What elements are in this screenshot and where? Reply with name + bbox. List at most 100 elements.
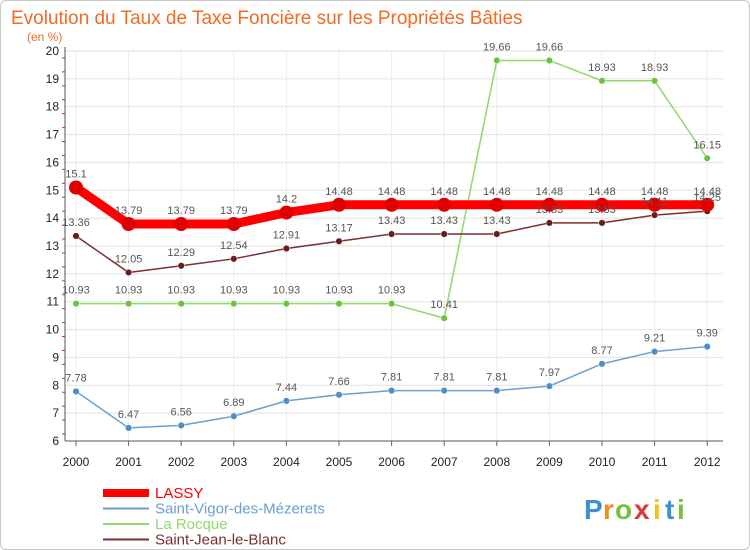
brand-letter: r bbox=[603, 494, 615, 525]
data-label: 12.91 bbox=[273, 230, 301, 242]
y-tick-label: 9 bbox=[52, 350, 59, 364]
y-tick-label: 17 bbox=[46, 128, 60, 142]
data-point bbox=[388, 387, 396, 395]
brand-letter: x bbox=[634, 494, 651, 525]
data-label: 14.48 bbox=[641, 186, 669, 198]
data-label: 7.81 bbox=[433, 372, 454, 384]
x-tick-label: 2007 bbox=[431, 455, 458, 469]
data-label: 13.83 bbox=[588, 204, 616, 216]
x-tick-label: 2001 bbox=[115, 455, 142, 469]
data-label: 13.17 bbox=[325, 222, 353, 234]
data-point bbox=[72, 232, 80, 240]
data-point bbox=[493, 230, 501, 238]
data-label: 13.36 bbox=[62, 217, 90, 229]
data-point bbox=[282, 300, 290, 308]
chart-title: Evolution du Taux de Taxe Foncière sur l… bbox=[11, 8, 523, 29]
data-label: 8.77 bbox=[591, 345, 612, 357]
data-label: 19.66 bbox=[483, 41, 511, 53]
data-point bbox=[335, 391, 343, 399]
data-point bbox=[335, 237, 343, 245]
data-point bbox=[545, 56, 553, 65]
data-label: 13.79 bbox=[167, 205, 195, 217]
data-labels: 7.78 6.47 6.56 6.89 7.44 7.66 7.81 7.81 7.81 7.97… bbox=[62, 41, 721, 420]
data-point bbox=[177, 421, 185, 429]
y-tick-label: 15 bbox=[46, 183, 60, 197]
x-tick-label: 2002 bbox=[168, 455, 195, 469]
data-point bbox=[545, 219, 553, 227]
data-label: 9.39 bbox=[696, 328, 717, 340]
data-label: 14.48 bbox=[536, 186, 564, 198]
y-tick-label: 8 bbox=[52, 378, 59, 392]
data-point bbox=[125, 300, 133, 308]
data-label: 7.97 bbox=[539, 367, 560, 379]
data-point bbox=[121, 216, 136, 231]
y-tick-label: 10 bbox=[46, 323, 60, 337]
x-tick-label: 2010 bbox=[589, 455, 616, 469]
data-point bbox=[174, 216, 189, 231]
data-point bbox=[703, 343, 711, 351]
data-label: 10.93 bbox=[273, 285, 301, 297]
data-point bbox=[598, 360, 606, 368]
brand-letter: i bbox=[677, 494, 686, 525]
y-tick-label: 19 bbox=[46, 72, 60, 86]
data-label: 7.81 bbox=[381, 372, 402, 384]
data-label: 13.43 bbox=[430, 215, 458, 227]
data-label: 7.81 bbox=[486, 372, 507, 384]
data-point bbox=[700, 197, 715, 212]
data-point bbox=[72, 387, 80, 395]
data-point bbox=[388, 300, 396, 308]
data-label: 18.93 bbox=[641, 62, 669, 74]
data-label: 14.11 bbox=[641, 196, 668, 208]
data-point bbox=[125, 268, 133, 277]
data-point bbox=[279, 205, 294, 220]
data-point bbox=[230, 412, 238, 420]
data-label: 10.93 bbox=[167, 285, 195, 297]
x-tick-label: 2009 bbox=[536, 455, 563, 469]
data-point bbox=[598, 219, 606, 227]
data-label: 7.44 bbox=[276, 382, 297, 394]
data-point bbox=[545, 382, 553, 390]
data-label: 14.25 bbox=[693, 192, 721, 204]
data-point bbox=[388, 230, 396, 238]
data-point bbox=[384, 197, 399, 212]
data-label: 14.48 bbox=[378, 186, 406, 198]
y-tick-label: 14 bbox=[46, 211, 60, 225]
data-label: 14.48 bbox=[588, 186, 616, 198]
data-point bbox=[69, 180, 83, 195]
data-point bbox=[125, 424, 133, 432]
data-point bbox=[437, 197, 452, 212]
data-point bbox=[493, 56, 501, 65]
data-point bbox=[651, 211, 659, 219]
data-label: 6.56 bbox=[170, 406, 191, 418]
x-tick-label: 2012 bbox=[694, 455, 721, 469]
data-label: 10.93 bbox=[115, 285, 143, 297]
chart-subtitle: (en %) bbox=[27, 30, 62, 44]
brand-letter: P bbox=[584, 494, 604, 525]
data-point bbox=[598, 77, 606, 85]
data-point bbox=[177, 262, 185, 270]
data-label: 7.78 bbox=[65, 372, 86, 384]
data-label: 14.48 bbox=[325, 186, 353, 198]
data-label: 15.1 bbox=[65, 169, 86, 181]
axes: 6 7 8 9 10 11 12 13 14 15 16 17 18 19 20 2000 2001 2002 20… bbox=[46, 44, 723, 469]
data-point bbox=[440, 230, 448, 238]
x-tick-label: 2005 bbox=[326, 455, 353, 469]
data-label: 13.83 bbox=[536, 204, 564, 216]
data-label: 10.93 bbox=[62, 285, 90, 297]
data-point bbox=[230, 255, 238, 263]
data-label: 10.93 bbox=[220, 285, 248, 297]
data-point bbox=[332, 197, 346, 212]
data-label: 10.41 bbox=[430, 299, 458, 311]
data-label: 12.29 bbox=[167, 247, 195, 259]
x-tick-label: 2003 bbox=[220, 455, 247, 469]
data-label: 14.48 bbox=[693, 186, 721, 198]
data-label: 13.79 bbox=[220, 205, 248, 217]
data-point bbox=[647, 197, 662, 212]
x-tick-label: 2011 bbox=[642, 455, 668, 469]
data-label: 10.93 bbox=[378, 285, 406, 297]
data-label: 13.79 bbox=[115, 205, 143, 217]
x-tick-label: 2004 bbox=[273, 455, 300, 469]
data-point bbox=[440, 314, 448, 322]
data-label: 13.43 bbox=[483, 215, 511, 227]
